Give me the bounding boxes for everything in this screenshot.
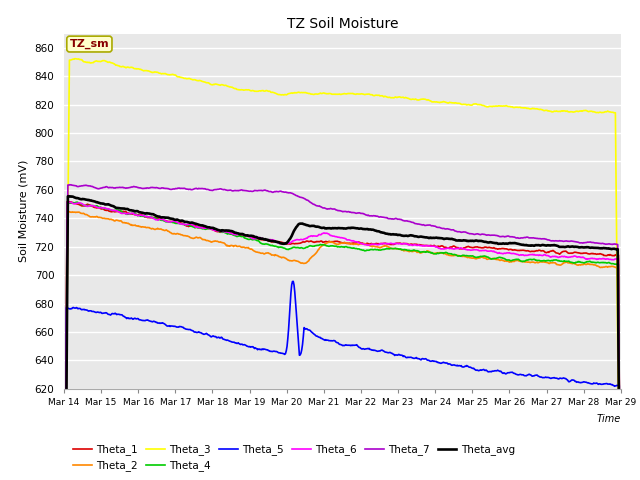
Y-axis label: Soil Moisture (mV): Soil Moisture (mV): [19, 160, 29, 263]
Theta_5: [411, 355, 419, 361]
Line: Theta_4: Theta_4: [64, 202, 621, 480]
Theta_5: [184, 326, 192, 332]
Line: Theta_1: Theta_1: [64, 202, 621, 480]
Legend: Theta_1, Theta_2, Theta_3, Theta_4, Theta_5, Theta_6, Theta_7, Theta_avg: Theta_1, Theta_2, Theta_3, Theta_4, Thet…: [69, 440, 519, 476]
Theta_3: [185, 76, 193, 82]
Theta_1: [128, 211, 136, 217]
Theta_6: [185, 221, 193, 227]
Theta_avg: [128, 208, 136, 214]
Theta_1: [411, 241, 419, 247]
Theta_4: [411, 248, 419, 253]
Theta_7: [428, 223, 435, 228]
Line: Theta_3: Theta_3: [64, 59, 621, 480]
Theta_avg: [185, 219, 193, 225]
Text: Time: Time: [596, 414, 621, 424]
Theta_2: [214, 239, 222, 244]
Line: Theta_5: Theta_5: [64, 281, 621, 480]
Theta_3: [70, 57, 78, 62]
Theta_1: [428, 242, 435, 248]
Theta_5: [428, 359, 435, 364]
Theta_6: [411, 242, 419, 248]
Theta_7: [71, 183, 79, 189]
Theta_avg: [65, 193, 72, 199]
Theta_6: [214, 228, 222, 234]
Theta_4: [214, 228, 222, 234]
Theta_2: [428, 250, 435, 255]
Theta_7: [185, 187, 193, 192]
Line: Theta_7: Theta_7: [64, 185, 621, 480]
Theta_3: [411, 96, 419, 102]
Theta_6: [128, 210, 136, 216]
Theta_4: [128, 211, 136, 216]
Theta_4: [74, 199, 81, 205]
Theta_7: [411, 221, 419, 227]
Theta_3: [214, 82, 222, 87]
Theta_1: [185, 224, 193, 229]
Theta_2: [411, 248, 419, 254]
Theta_avg: [214, 227, 222, 233]
Theta_3: [128, 65, 136, 71]
Theta_6: [71, 201, 79, 206]
Theta_2: [128, 223, 136, 228]
Theta_3: [71, 56, 79, 61]
Theta_7: [128, 184, 136, 190]
Theta_2: [63, 208, 71, 214]
Theta_avg: [411, 233, 419, 239]
Theta_5: [289, 278, 297, 284]
Theta_5: [214, 335, 221, 340]
Theta_5: [70, 305, 78, 311]
Text: TZ_sm: TZ_sm: [70, 39, 109, 49]
Theta_6: [428, 243, 435, 249]
Theta_1: [64, 199, 72, 204]
Theta_1: [214, 228, 222, 234]
Theta_avg: [428, 235, 435, 241]
Theta_5: [127, 315, 135, 321]
Theta_3: [428, 98, 435, 104]
Theta_1: [71, 201, 79, 206]
Theta_4: [428, 250, 435, 256]
Theta_4: [185, 222, 193, 228]
Theta_2: [185, 234, 193, 240]
Theta_4: [70, 200, 78, 205]
Line: Theta_avg: Theta_avg: [64, 196, 621, 480]
Theta_6: [64, 199, 72, 205]
Theta_7: [65, 182, 73, 188]
Line: Theta_6: Theta_6: [64, 202, 621, 480]
Theta_7: [214, 186, 222, 192]
Theta_2: [71, 209, 79, 215]
Theta_avg: [71, 194, 79, 200]
Title: TZ Soil Moisture: TZ Soil Moisture: [287, 17, 398, 31]
Line: Theta_2: Theta_2: [64, 211, 621, 480]
